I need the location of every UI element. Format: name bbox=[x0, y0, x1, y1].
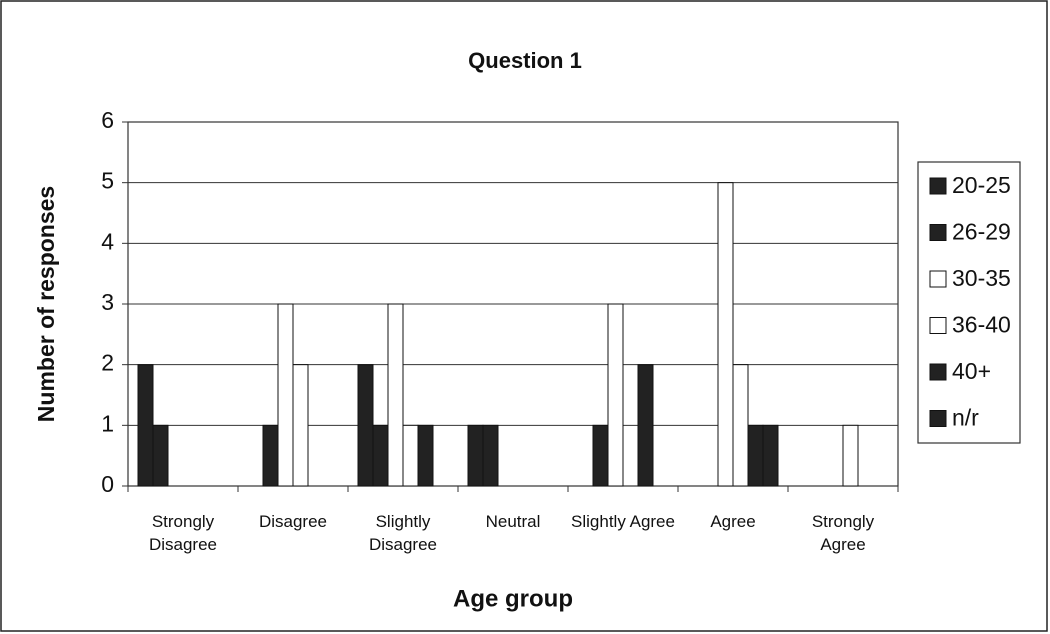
legend-box bbox=[917, 161, 1021, 444]
y-tick-label: 5 bbox=[101, 168, 114, 194]
bar bbox=[732, 364, 749, 487]
y-tick-label: 4 bbox=[101, 228, 114, 254]
bar bbox=[592, 424, 609, 487]
bar bbox=[842, 424, 859, 487]
bar bbox=[482, 424, 499, 487]
legend-label: 36-40 bbox=[952, 312, 1011, 338]
x-tick-label: Slightly Agree bbox=[571, 512, 675, 531]
legend-swatch bbox=[929, 363, 947, 381]
bar bbox=[717, 182, 734, 487]
x-tick-label: Disagree bbox=[258, 512, 328, 531]
bar bbox=[402, 424, 419, 487]
bar bbox=[262, 424, 279, 487]
bar bbox=[762, 424, 779, 487]
x-tick-label: Slightly Disagree bbox=[368, 512, 438, 554]
x-axis-label: Age group bbox=[453, 585, 573, 612]
bar bbox=[747, 424, 764, 487]
x-tick-label: Strongly Agree bbox=[811, 512, 875, 554]
bar bbox=[357, 364, 374, 487]
bar bbox=[467, 424, 484, 487]
bar bbox=[607, 303, 624, 487]
legend-label: n/r bbox=[952, 405, 979, 431]
legend-label: 20-25 bbox=[952, 172, 1011, 198]
legend-label: 40+ bbox=[952, 358, 991, 384]
bar bbox=[372, 424, 389, 487]
x-tick-label: Agree bbox=[710, 512, 756, 531]
x-tick-label: Strongly Disagree bbox=[148, 512, 218, 554]
y-tick-label: 2 bbox=[101, 350, 114, 376]
bar bbox=[387, 303, 404, 487]
x-tick-label: Neutral bbox=[485, 512, 541, 531]
legend-swatch bbox=[929, 270, 947, 288]
bar bbox=[292, 364, 309, 487]
bar bbox=[137, 364, 154, 487]
legend-swatch bbox=[929, 177, 947, 195]
legend-swatch bbox=[929, 410, 947, 427]
legend-label: 30-35 bbox=[952, 265, 1011, 291]
y-tick-label: 1 bbox=[101, 410, 114, 436]
legend-swatch bbox=[929, 317, 947, 334]
chart-title: Question 1 bbox=[468, 48, 582, 73]
bar bbox=[417, 424, 434, 487]
legend-swatch bbox=[929, 224, 947, 241]
plot-area bbox=[127, 121, 899, 487]
legend-label: 26-29 bbox=[952, 219, 1011, 245]
bar bbox=[637, 364, 654, 487]
y-tick-label: 0 bbox=[101, 471, 114, 497]
bar bbox=[277, 303, 294, 487]
y-tick-label: 6 bbox=[101, 107, 114, 133]
y-axis-label: Number of responses bbox=[33, 186, 59, 422]
bar bbox=[152, 424, 169, 487]
y-tick-label: 3 bbox=[101, 289, 114, 315]
